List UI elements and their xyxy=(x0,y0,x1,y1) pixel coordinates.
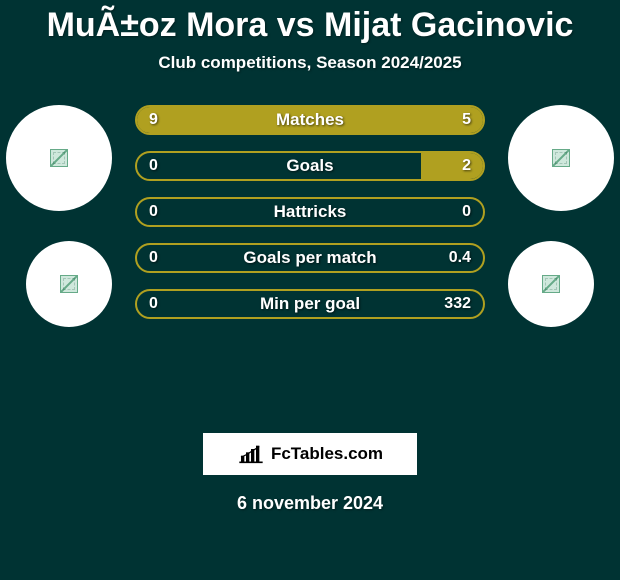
stat-value-right: 332 xyxy=(444,295,471,313)
stat-value-left: 0 xyxy=(149,203,158,221)
player1-avatar-small xyxy=(26,241,112,327)
stat-value-left: 0 xyxy=(149,295,158,313)
stat-label: Goals xyxy=(286,156,333,176)
date-text: 6 november 2024 xyxy=(0,493,620,514)
brand-badge: FcTables.com xyxy=(203,433,417,475)
stat-bars: 9 5 Matches 0 2 Goals 0 0 Hattricks 0 0.4 Goals per… xyxy=(135,105,485,335)
bar-chart-icon xyxy=(237,444,265,464)
player2-avatar-large xyxy=(508,105,614,211)
stat-fill-right xyxy=(421,153,483,179)
page-subtitle: Club competitions, Season 2024/2025 xyxy=(0,53,620,73)
player2-avatar-small xyxy=(508,241,594,327)
player1-avatar-large xyxy=(6,105,112,211)
stat-row: 0 2 Goals xyxy=(135,151,485,181)
placeholder-image-icon xyxy=(50,149,68,167)
comparison-panel: 9 5 Matches 0 2 Goals 0 0 Hattricks 0 0.4 Goals per… xyxy=(0,105,620,425)
page-title: MuÃ±oz Mora vs Mijat Gacinovic xyxy=(0,0,620,45)
stat-label: Matches xyxy=(276,110,344,130)
placeholder-image-icon xyxy=(542,275,560,293)
stat-value-left: 0 xyxy=(149,157,158,175)
placeholder-image-icon xyxy=(552,149,570,167)
stat-value-left: 0 xyxy=(149,249,158,267)
stat-value-left: 9 xyxy=(149,111,158,129)
stat-value-right: 0 xyxy=(462,203,471,221)
stat-label: Goals per match xyxy=(243,248,376,268)
stat-value-right: 2 xyxy=(462,157,471,175)
placeholder-image-icon xyxy=(60,275,78,293)
stat-label: Min per goal xyxy=(260,294,360,314)
stat-label: Hattricks xyxy=(274,202,347,222)
stat-value-right: 5 xyxy=(462,111,471,129)
stat-value-right: 0.4 xyxy=(449,249,471,267)
stat-row: 9 5 Matches xyxy=(135,105,485,135)
brand-text: FcTables.com xyxy=(271,444,383,464)
stat-row: 0 0 Hattricks xyxy=(135,197,485,227)
stat-row: 0 0.4 Goals per match xyxy=(135,243,485,273)
stat-row: 0 332 Min per goal xyxy=(135,289,485,319)
